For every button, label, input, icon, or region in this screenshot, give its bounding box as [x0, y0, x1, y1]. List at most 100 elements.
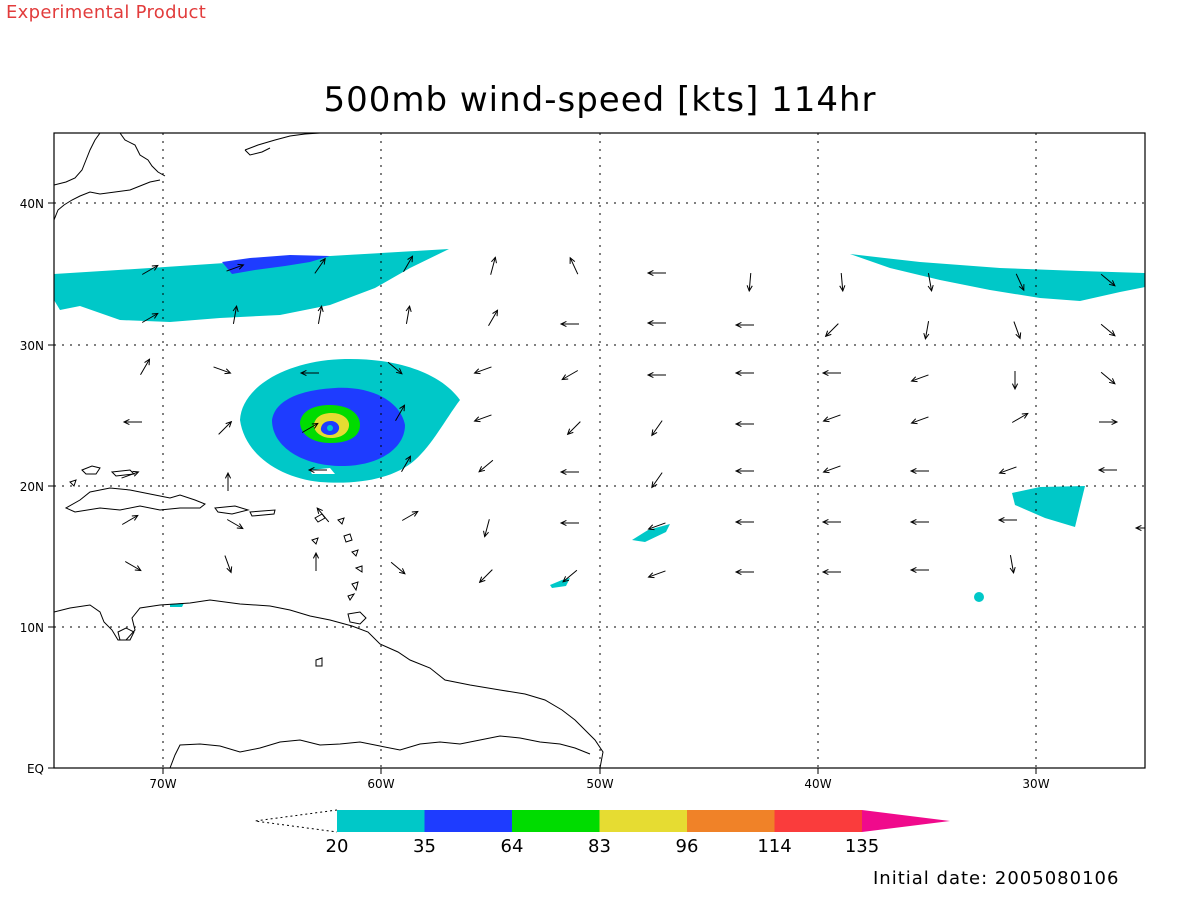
- lon-label-60w: 60W: [367, 777, 394, 791]
- wind-arrow: [646, 319, 666, 327]
- wind-arrow: [483, 519, 490, 538]
- wind-arrow: [1009, 555, 1016, 574]
- wind-arrow: [490, 256, 497, 275]
- wind-arrow: [122, 418, 142, 426]
- shade-patch-dot: [974, 592, 984, 602]
- wind-arrow: [387, 361, 403, 375]
- wind-arrow: [121, 514, 139, 525]
- wind-arrow: [141, 312, 159, 323]
- wind-arrow: [1100, 273, 1116, 287]
- colorbar-label-96: 96: [676, 836, 699, 857]
- lat-axis: 40N 30N 20N 10N EQ: [20, 197, 54, 776]
- wind-arrow: [478, 569, 493, 584]
- wind-arrow: [124, 561, 142, 572]
- coastlines: [54, 133, 604, 768]
- wind-arrow: [478, 459, 494, 473]
- wind-arrow: [651, 472, 663, 489]
- coastline-north-america: [54, 133, 166, 221]
- coastline-lesser-antilles: [311, 513, 363, 601]
- initial-date-label: Initial date: 2005080106: [873, 868, 1120, 889]
- colorbar-swatch-64: [512, 810, 600, 832]
- wind-arrow: [646, 371, 666, 379]
- wind-arrow: [559, 519, 579, 527]
- wind-arrow: [401, 455, 412, 473]
- wind-arrow: [226, 519, 244, 530]
- wind-arrow: [927, 273, 934, 292]
- lat-label-40n: 40N: [20, 197, 44, 211]
- wind-arrow: [562, 569, 578, 583]
- wind-arrow: [226, 263, 245, 272]
- colorbar-swatch-83: [599, 810, 687, 832]
- shade-patch-east: [1012, 486, 1085, 527]
- wind-arrow: [1100, 371, 1116, 385]
- wind-arrow: [232, 305, 239, 324]
- wind-arrow: [561, 370, 579, 381]
- coastline-antilles: [64, 465, 276, 517]
- wind-arrow: [647, 570, 666, 579]
- colorbar-label-114: 114: [757, 836, 791, 857]
- wind-arrow: [998, 466, 1017, 475]
- wind-arrow: [1097, 466, 1117, 474]
- wind-arrow: [647, 522, 666, 531]
- lat-lon-grid: [54, 133, 1145, 768]
- wind-arrow: [395, 404, 406, 422]
- lon-label-40w: 40W: [804, 777, 831, 791]
- wind-arrow: [566, 421, 581, 436]
- wind-arrow: [734, 518, 754, 526]
- wind-arrow: [910, 374, 929, 383]
- wind-arrow: [473, 366, 492, 375]
- colorbar-swatch-20: [337, 810, 425, 832]
- lat-label-eq: EQ: [27, 762, 44, 776]
- wind-arrow: [822, 465, 841, 474]
- wind-arrow: [488, 309, 499, 327]
- wind-arrow: [1011, 371, 1019, 391]
- wind-arrow: [403, 255, 414, 273]
- lon-label-70w: 70W: [149, 777, 176, 791]
- wind-arrow: [312, 551, 320, 571]
- wind-arrow: [559, 320, 579, 328]
- lon-label-30w: 30W: [1022, 777, 1049, 791]
- shade-band-northwest-core: [222, 255, 330, 274]
- wind-arrow: [317, 305, 324, 324]
- wind-arrow: [651, 420, 663, 437]
- wind-arrow: [923, 321, 930, 340]
- lat-label-30n: 30N: [20, 339, 44, 353]
- wind-arrow: [401, 510, 419, 521]
- experimental-product-label: Experimental Product: [6, 2, 207, 23]
- map-title: 500mb wind-speed [kts] 114hr: [323, 80, 877, 120]
- wind-arrow: [121, 470, 140, 479]
- shade-band-northwest: [54, 249, 449, 322]
- colorbar-label-135: 135: [845, 836, 879, 857]
- wind-arrow: [140, 358, 151, 376]
- wind-arrow: [213, 366, 232, 375]
- lat-label-20n: 20N: [20, 480, 44, 494]
- wind-arrow: [224, 555, 233, 574]
- lon-label-50w: 50W: [586, 777, 613, 791]
- wind-arrow: [1100, 323, 1116, 337]
- wind-arrow: [734, 420, 754, 428]
- wind-arrow: [473, 414, 492, 423]
- wind-arrow: [316, 507, 330, 523]
- wind-arrow: [1011, 412, 1029, 423]
- wind-arrow: [824, 323, 839, 338]
- wind-arrow: [307, 466, 327, 474]
- colorbar-label-35: 35: [413, 836, 436, 857]
- wind-arrow: [910, 416, 929, 425]
- wind-arrow: [405, 305, 412, 324]
- wind-arrow: [734, 321, 754, 329]
- wind-arrow: [559, 468, 579, 476]
- wind-arrow: [734, 568, 754, 576]
- colorbar-swatch-114: [774, 810, 862, 832]
- coastline-lake-maracaibo: [117, 627, 135, 641]
- wind-vectors: [121, 255, 1145, 584]
- colorbar-swatch-96: [687, 810, 775, 832]
- wind-arrow: [301, 422, 319, 433]
- plot-frame: [53, 132, 1146, 769]
- colorbar-high-triangle: [862, 810, 950, 832]
- wind-arrow: [909, 467, 929, 475]
- wind-arrow: [390, 561, 406, 575]
- wind-arrow: [299, 369, 319, 377]
- colorbar-label-64: 64: [501, 836, 524, 857]
- wind-arrow: [1015, 273, 1025, 292]
